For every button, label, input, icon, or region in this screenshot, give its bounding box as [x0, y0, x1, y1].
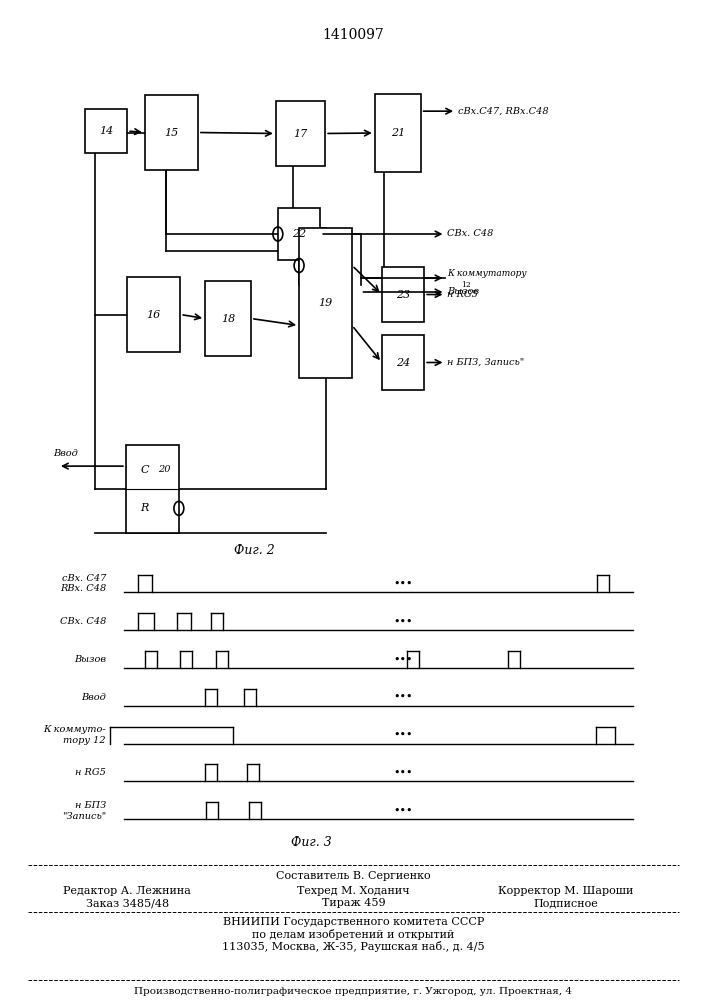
Text: 19: 19 [318, 298, 333, 308]
Bar [382, 335, 424, 390]
Text: 21: 21 [390, 128, 405, 138]
Text: 12: 12 [461, 281, 471, 289]
Text: Вызов: Вызов [74, 655, 106, 664]
Bar [127, 277, 180, 352]
Text: 113035, Москва, Ж-35, Раушская наб., д. 4/5: 113035, Москва, Ж-35, Раушская наб., д. … [222, 940, 485, 952]
Text: ВНИИПИ Государственного комитета СССР: ВНИИПИ Государственного комитета СССР [223, 917, 484, 927]
Text: Редактор А. Лежнина: Редактор А. Лежнина [64, 886, 191, 896]
Text: н БПЗ
"Запись": н БПЗ "Запись" [62, 801, 106, 821]
Text: C: C [140, 465, 148, 475]
Text: 1410097: 1410097 [322, 28, 385, 42]
Text: Фиг. 2: Фиг. 2 [234, 544, 275, 556]
Text: •••: ••• [393, 730, 413, 740]
Text: н RG5: н RG5 [447, 290, 478, 299]
Bar [145, 95, 198, 170]
Bar [85, 109, 127, 153]
Text: Заказ 3485/48: Заказ 3485/48 [86, 898, 169, 908]
Text: 22: 22 [292, 229, 306, 239]
Text: •••: ••• [393, 806, 413, 816]
Text: 15: 15 [164, 128, 179, 138]
Bar [299, 228, 352, 378]
Text: сВх.С47, RBx.С48: сВх.С47, RBx.С48 [458, 107, 549, 116]
Text: Ввод: Ввод [81, 693, 106, 702]
Text: 17: 17 [293, 129, 308, 139]
Text: СВх. С48: СВх. С48 [447, 230, 493, 238]
Text: •••: ••• [393, 579, 413, 589]
Text: R: R [140, 503, 148, 513]
Text: сВх. С47
RBx. С48: сВх. С47 RBx. С48 [60, 574, 106, 593]
Text: •••: ••• [393, 654, 413, 664]
Text: Фиг. 3: Фиг. 3 [291, 836, 332, 848]
Text: Тираж 459: Тираж 459 [322, 898, 385, 908]
Text: 16: 16 [146, 310, 161, 320]
Text: Корректор М. Шароши: Корректор М. Шароши [498, 886, 633, 896]
Text: •••: ••• [393, 692, 413, 702]
Bar [375, 94, 421, 172]
Bar [278, 208, 320, 260]
Text: К коммуто-
тору 12: К коммуто- тору 12 [43, 725, 106, 745]
Text: Ввод: Ввод [53, 449, 78, 458]
Text: Производственно-полиграфическое предприятие, г. Ужгород, ул. Проектная, 4: Производственно-полиграфическое предприя… [134, 986, 573, 996]
Bar [276, 101, 325, 166]
Bar [382, 267, 424, 322]
Text: Вызов: Вызов [447, 288, 479, 296]
Text: 20: 20 [158, 465, 170, 474]
Text: Составитель В. Сергиенко: Составитель В. Сергиенко [276, 871, 431, 881]
Text: •••: ••• [393, 617, 413, 627]
Text: СВх. С48: СВх. С48 [59, 617, 106, 626]
Text: н RG5: н RG5 [75, 768, 106, 777]
Bar [126, 445, 179, 533]
Text: 14: 14 [99, 126, 113, 136]
Text: 24: 24 [396, 358, 410, 367]
Text: н БПЗ, Запись": н БПЗ, Запись" [447, 358, 524, 367]
Text: 18: 18 [221, 314, 235, 324]
Text: по делам изобретений и открытий: по делам изобретений и открытий [252, 928, 455, 940]
Text: •••: ••• [393, 768, 413, 778]
Text: К коммутатору: К коммутатору [447, 269, 527, 278]
Text: Техред М. Ходанич: Техред М. Ходанич [297, 886, 410, 896]
Text: 23: 23 [396, 290, 410, 300]
Bar [205, 281, 251, 356]
Text: Подписное: Подписное [533, 898, 598, 908]
